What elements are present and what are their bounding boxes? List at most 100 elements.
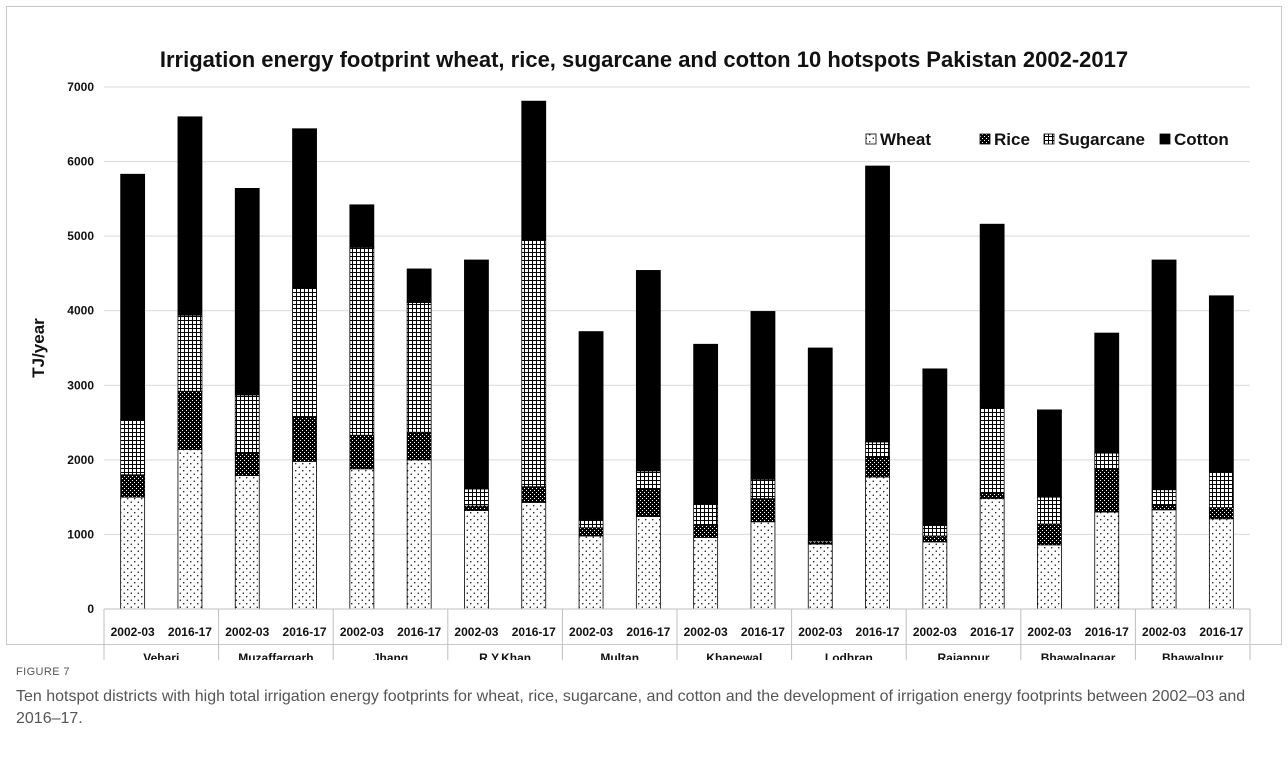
bar-segment-wheat (1094, 511, 1120, 610)
y-tick-label: 3000 (67, 378, 94, 392)
bar-segment-rice (1094, 468, 1120, 513)
bar-segment-rice (693, 525, 719, 538)
bar-segment-cotton (865, 165, 890, 443)
bar-segment-wheat (521, 501, 547, 610)
group-label: Lodhran (825, 651, 873, 660)
x-tick-label: 2016-17 (397, 625, 441, 639)
bar-segment-wheat (292, 460, 317, 610)
bar-segment-sugarcane (406, 302, 432, 433)
bar-segment-sugarcane (1208, 471, 1234, 508)
bar-segment-cotton (750, 311, 776, 480)
bar-segment-cotton (1037, 409, 1062, 498)
bar-segment-cotton (120, 173, 146, 420)
bar-segment-wheat (234, 475, 260, 610)
bar-segment-sugarcane (922, 525, 948, 537)
bar-segment-sugarcane (234, 394, 260, 454)
bar-segment-sugarcane (120, 419, 146, 476)
bar-segment-rice (120, 474, 146, 498)
legend-swatch-cotton (1159, 133, 1171, 145)
x-tick-label: 2002-03 (340, 625, 384, 639)
bar-segment-rice (406, 431, 432, 461)
bar-segment-wheat (865, 476, 890, 610)
x-tick-label: 2002-03 (684, 625, 728, 639)
x-tick-label: 2016-17 (856, 625, 900, 639)
legend-label-sugarcane: Sugarcane (1058, 130, 1145, 149)
bar-segment-rice (349, 434, 375, 470)
group-label: R.Y.Khan (479, 651, 531, 660)
legend-label-rice: Rice (994, 130, 1030, 149)
bar-segment-wheat (1151, 509, 1177, 610)
bar-segment-rice (1208, 507, 1234, 520)
bar-segment-rice (750, 498, 776, 523)
legend-swatch-sugarcane (1043, 133, 1055, 145)
x-tick-label: 2002-03 (569, 625, 613, 639)
x-tick-label: 2016-17 (512, 625, 556, 639)
bar-segment-wheat (1208, 518, 1234, 610)
bar-segment-rice (292, 416, 317, 462)
group-label: Bhawalpur (1162, 651, 1224, 660)
bar-segment-wheat (922, 541, 948, 610)
y-tick-label: 6000 (67, 155, 94, 169)
legend-swatch-wheat (865, 133, 877, 145)
bar-segment-sugarcane (292, 287, 317, 418)
bar-segment-wheat (578, 535, 604, 610)
y-tick-label: 7000 (67, 80, 94, 94)
bar-segment-sugarcane (979, 407, 1005, 494)
x-tick-label: 2002-03 (454, 625, 498, 639)
bar-segment-wheat (635, 516, 661, 610)
bar-segment-wheat (177, 449, 203, 610)
bar-segment-cotton (177, 116, 203, 316)
bar-segment-sugarcane (1037, 496, 1062, 525)
y-axis-title: TJ/year (29, 318, 48, 378)
bar-segment-wheat (807, 543, 833, 610)
bar-segment-rice (1151, 504, 1177, 511)
x-tick-label: 2016-17 (283, 625, 327, 639)
bar-segment-rice (865, 456, 890, 478)
bar-segment-wheat (349, 468, 375, 610)
bar-segment-sugarcane (464, 488, 489, 507)
bar-segment-cotton (1151, 259, 1177, 491)
bar-segment-wheat (120, 496, 146, 610)
y-tick-label: 0 (87, 602, 94, 616)
bar-segment-cotton (1208, 295, 1234, 473)
bar-segment-rice (177, 390, 203, 450)
x-tick-label: 2002-03 (225, 625, 269, 639)
y-tick-label: 4000 (67, 304, 94, 318)
bar-segment-rice (635, 488, 661, 517)
x-tick-label: 2016-17 (1085, 625, 1129, 639)
bar-segment-cotton (578, 331, 604, 520)
bar-segment-cotton (693, 343, 719, 505)
bar-segment-cotton (635, 270, 661, 472)
bar-segment-wheat (693, 537, 719, 610)
bar-segment-cotton (521, 100, 547, 241)
bar-segment-wheat (979, 498, 1005, 610)
bar-segment-wheat (406, 459, 432, 610)
bar-segment-sugarcane (1151, 489, 1177, 505)
bar-segment-sugarcane (521, 239, 547, 488)
x-tick-label: 2016-17 (970, 625, 1014, 639)
bar-segment-sugarcane (865, 441, 890, 458)
bar-segment-rice (922, 535, 948, 543)
x-tick-label: 2002-03 (913, 625, 957, 639)
bar-segment-sugarcane (635, 470, 661, 490)
group-label: Bhawalnagar (1041, 651, 1116, 660)
bar-segment-wheat (750, 521, 776, 610)
bar-segment-cotton (922, 368, 948, 526)
group-label: Vehari (143, 651, 179, 660)
bar-segment-cotton (464, 259, 489, 490)
bar-segment-rice (578, 527, 604, 537)
group-label: Multan (600, 651, 639, 660)
bar-segment-cotton (234, 188, 260, 396)
x-tick-label: 2016-17 (1199, 625, 1243, 639)
x-tick-label: 2002-03 (1142, 625, 1186, 639)
group-label: Khanewal (706, 651, 762, 660)
bar-segment-sugarcane (693, 504, 719, 526)
figure-label: FIGURE 7 (16, 666, 70, 678)
bar-segment-sugarcane (578, 519, 604, 529)
legend-swatch-rice (979, 133, 991, 145)
figure-caption: Ten hotspot districts with high total ir… (16, 688, 1246, 727)
bar-segment-rice (464, 505, 489, 511)
group-label: Muzaffargarh (238, 651, 313, 660)
bar-segment-wheat (1037, 544, 1062, 610)
bar-segment-sugarcane (349, 246, 375, 436)
